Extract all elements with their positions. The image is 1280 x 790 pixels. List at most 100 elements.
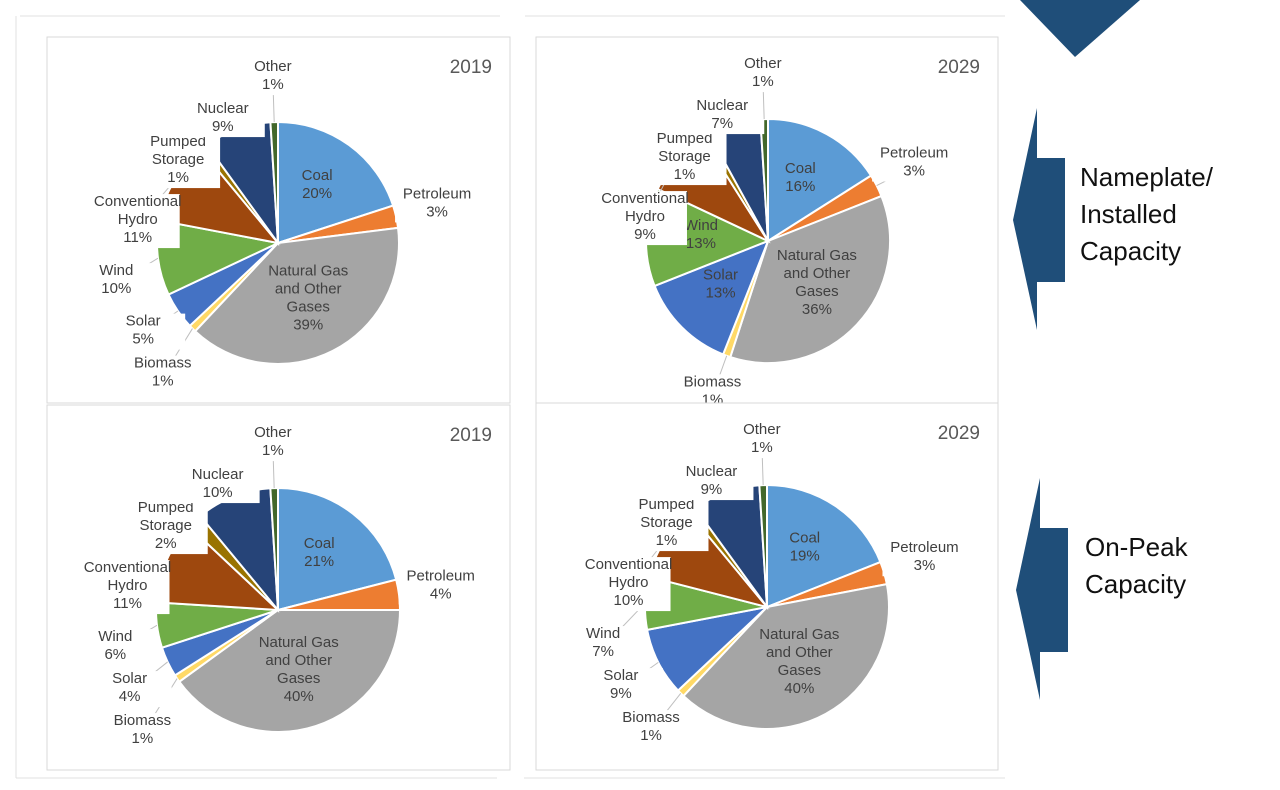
value-label: 7% xyxy=(592,643,614,660)
pie-slice xyxy=(269,120,279,244)
category-label: Nuclear xyxy=(686,463,738,480)
value-label: 40% xyxy=(784,680,814,697)
category-label: Petroleum xyxy=(890,539,958,556)
value-label: 36% xyxy=(802,301,832,318)
value-label: 11% xyxy=(123,229,152,246)
label-bg xyxy=(719,422,804,459)
chart-title: 2019 xyxy=(450,57,492,78)
label-bg xyxy=(123,500,208,555)
label-bg xyxy=(872,145,957,182)
label-bg xyxy=(586,557,671,612)
value-label: 16% xyxy=(785,178,815,195)
category-label: Nuclear xyxy=(197,100,249,117)
category-label: Natural Gas and Other Gases xyxy=(259,634,339,687)
label-bg xyxy=(624,497,709,552)
pie-slice xyxy=(277,486,398,612)
pie-slice xyxy=(269,486,279,611)
value-label: 40% xyxy=(284,688,314,705)
value-label: 10% xyxy=(614,592,644,609)
value-label: 3% xyxy=(914,557,936,574)
side-label: Installed xyxy=(1080,199,1177,229)
value-label: 4% xyxy=(119,688,141,705)
pie-slice xyxy=(766,483,882,609)
pie-slice xyxy=(729,194,891,364)
category-label: Conventional Hydro xyxy=(84,559,172,594)
value-label: 1% xyxy=(262,442,284,459)
value-label: 13% xyxy=(706,284,736,301)
pie-slice xyxy=(758,483,768,608)
category-label: Wind xyxy=(98,628,132,645)
label-bg xyxy=(87,671,172,708)
value-label: 1% xyxy=(640,727,662,744)
value-label: 9% xyxy=(610,685,632,702)
category-label: Solar xyxy=(112,670,147,687)
category-label: Wind xyxy=(586,625,620,642)
value-label: 20% xyxy=(302,185,332,202)
category-label: Other xyxy=(744,55,782,72)
value-label: 1% xyxy=(167,169,189,186)
label-bg xyxy=(73,629,158,666)
value-label: 9% xyxy=(634,226,656,243)
side-label: Capacity xyxy=(1080,236,1181,266)
label-bg xyxy=(136,134,221,189)
value-label: 1% xyxy=(752,73,774,90)
category-label: Petroleum xyxy=(407,567,475,584)
category-label: Pumped Storage xyxy=(138,499,194,534)
label-bg xyxy=(669,464,754,501)
label-bg xyxy=(680,98,765,135)
value-label: 11% xyxy=(113,595,142,612)
pie-slice xyxy=(767,117,873,243)
value-label: 21% xyxy=(304,553,334,570)
label-bg xyxy=(95,194,180,249)
label-bg xyxy=(120,355,205,392)
category-label: Conventional Hydro xyxy=(601,190,689,225)
category-label: Other xyxy=(743,421,781,438)
value-label: 9% xyxy=(212,118,234,135)
value-label: 39% xyxy=(293,316,323,333)
label-bg xyxy=(602,191,687,246)
value-label: 3% xyxy=(903,163,925,180)
category-label: Solar xyxy=(126,313,161,330)
category-label: Petroleum xyxy=(880,145,948,162)
category-label: Biomass xyxy=(114,712,172,729)
value-label: 1% xyxy=(132,730,154,747)
side-label: Capacity xyxy=(1085,569,1186,599)
category-label: Natural Gas and Other Gases xyxy=(759,626,839,679)
chart-title: 2019 xyxy=(450,425,492,446)
category-label: Nuclear xyxy=(192,466,244,483)
category-label: Nuclear xyxy=(696,97,748,114)
category-label: Wind xyxy=(684,217,718,234)
value-label: 1% xyxy=(751,439,773,456)
pie-slice xyxy=(653,239,770,356)
label-bg xyxy=(398,568,483,605)
value-label: 19% xyxy=(790,548,820,565)
label-bg xyxy=(180,101,265,138)
category-label: Pumped Storage xyxy=(150,133,206,168)
category-label: Biomass xyxy=(684,373,742,390)
value-label: 4% xyxy=(430,585,452,602)
side-label: On-Peak xyxy=(1085,532,1189,562)
category-label: Other xyxy=(254,58,292,75)
value-label: 1% xyxy=(656,532,678,549)
chart-title: 2029 xyxy=(938,423,980,444)
label-bg xyxy=(230,425,315,462)
value-label: 1% xyxy=(262,76,284,93)
category-label: Natural Gas and Other Gases xyxy=(777,247,857,300)
label-bg xyxy=(230,59,315,96)
down-arrow xyxy=(1020,0,1140,57)
label-bg xyxy=(395,186,480,223)
value-label: 2% xyxy=(155,535,177,552)
side-label: Nameplate/ xyxy=(1080,162,1214,192)
category-label: Biomass xyxy=(622,709,680,726)
pie-slice xyxy=(177,609,402,733)
category-label: Petroleum xyxy=(403,185,471,202)
category-label: Solar xyxy=(703,266,738,283)
category-label: Coal xyxy=(302,167,333,184)
value-label: 10% xyxy=(203,484,233,501)
value-label: 13% xyxy=(686,235,716,252)
label-bg xyxy=(642,131,727,186)
chart-title: 2029 xyxy=(938,57,980,78)
label-bg xyxy=(609,710,694,747)
value-label: 1% xyxy=(152,373,174,390)
